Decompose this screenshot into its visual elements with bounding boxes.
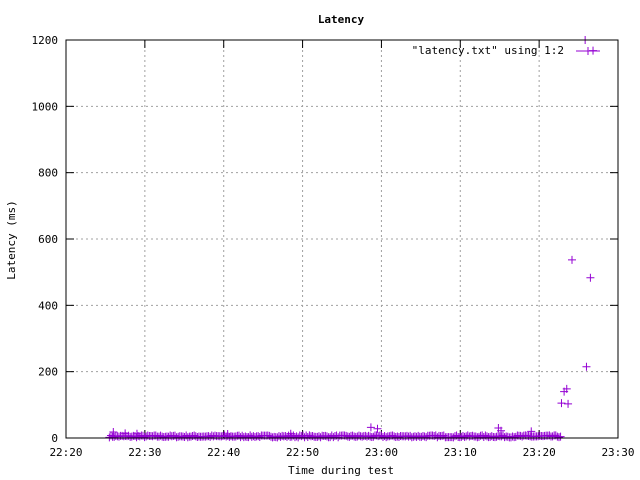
baseline-point bbox=[556, 432, 565, 441]
data-point bbox=[586, 273, 595, 282]
x-tick-label: 23:00 bbox=[365, 446, 398, 459]
baseline-point bbox=[382, 433, 391, 442]
data-point bbox=[109, 428, 118, 437]
baseline-point bbox=[554, 433, 563, 442]
baseline-point bbox=[322, 432, 331, 441]
y-tick-label: 200 bbox=[38, 366, 58, 379]
data-point bbox=[557, 399, 566, 408]
legend-marker-glyph bbox=[576, 47, 600, 55]
grid-lines bbox=[66, 40, 618, 438]
baseline-point bbox=[140, 433, 149, 442]
baseline-point bbox=[334, 433, 343, 442]
axis-ticks: 22:20 22:30 22:40 22:50 23:00 23:10 23:20 23:30… bbox=[32, 34, 635, 459]
baseline-point bbox=[231, 432, 240, 441]
x-tick-label: 22:40 bbox=[207, 446, 240, 459]
baseline-point bbox=[450, 432, 459, 441]
baseline-point bbox=[369, 432, 378, 441]
x-tick-label: 23:20 bbox=[523, 446, 556, 459]
baseline-point bbox=[394, 433, 403, 442]
x-tick-label: 22:20 bbox=[49, 446, 82, 459]
data-point bbox=[121, 429, 130, 438]
baseline-point bbox=[183, 433, 192, 442]
chart-title: Latency bbox=[318, 13, 365, 26]
baseline-point bbox=[127, 432, 136, 441]
y-axis-label: Latency (ms) bbox=[5, 200, 18, 279]
baseline-point bbox=[164, 432, 173, 441]
data-point bbox=[132, 429, 141, 438]
y-tick-label: 600 bbox=[38, 233, 58, 246]
baseline-point bbox=[433, 433, 442, 442]
legend-label: "latency.txt" using 1:2 bbox=[412, 44, 564, 57]
baseline-point bbox=[420, 432, 429, 441]
baseline-point bbox=[364, 431, 373, 440]
y-tick-label: 1200 bbox=[32, 34, 59, 47]
data-point bbox=[373, 424, 382, 433]
baseline-point bbox=[254, 432, 263, 441]
x-axis-label: Time during test bbox=[288, 464, 394, 477]
y-tick-label: 0 bbox=[51, 432, 58, 445]
baseline-point bbox=[422, 433, 431, 442]
x-tick-label: 23:10 bbox=[444, 446, 477, 459]
data-point bbox=[366, 423, 375, 432]
y-tick-label: 1000 bbox=[32, 100, 59, 113]
data-point bbox=[223, 430, 232, 439]
data-point bbox=[562, 384, 571, 393]
x-tick-label: 22:30 bbox=[128, 446, 161, 459]
x-tick-label: 22:50 bbox=[286, 446, 319, 459]
data-point bbox=[527, 427, 536, 436]
data-point bbox=[582, 362, 591, 371]
data-point bbox=[286, 429, 295, 438]
y-tick-label: 400 bbox=[38, 299, 58, 312]
x-tick-label: 23:30 bbox=[601, 446, 634, 459]
data-point bbox=[568, 255, 576, 264]
baseline-point bbox=[316, 433, 325, 442]
data-point bbox=[564, 399, 573, 408]
y-tick-label: 800 bbox=[38, 167, 58, 180]
plot-frame bbox=[65, 39, 619, 439]
legend: "latency.txt" using 1:2 bbox=[412, 44, 600, 57]
legend-marker bbox=[576, 47, 600, 55]
data-points bbox=[105, 36, 598, 442]
data-point bbox=[497, 426, 506, 435]
baseline-point bbox=[255, 433, 264, 442]
baseline-point bbox=[297, 432, 306, 441]
